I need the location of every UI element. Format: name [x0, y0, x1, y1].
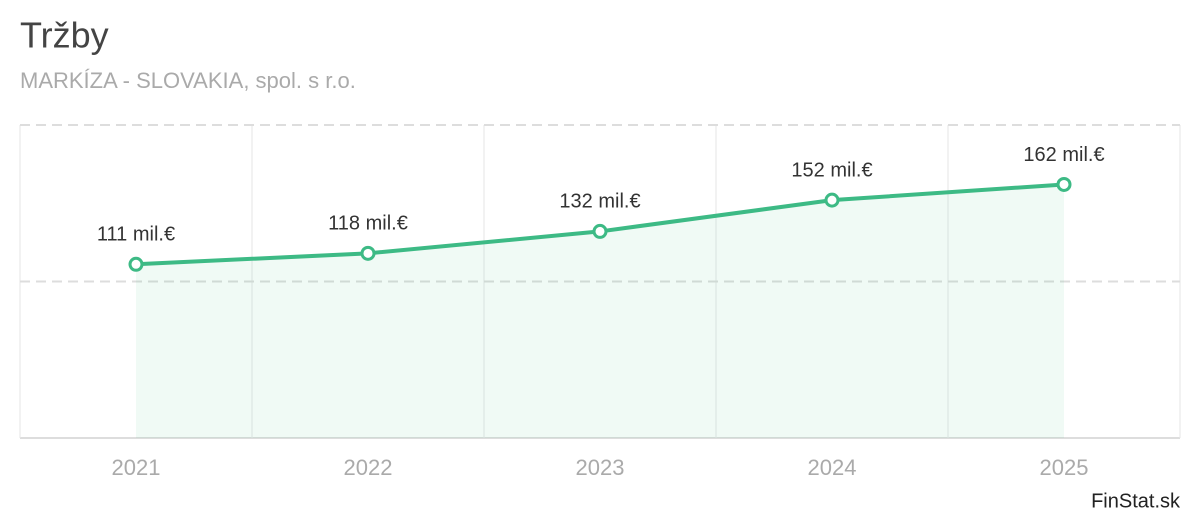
point [592, 223, 608, 239]
x-tick-label: 2024 [808, 455, 857, 480]
chart-subtitle: MARKÍZA - SLOVAKIA, spol. s r.o. [20, 68, 356, 93]
x-tick-label: 2022 [344, 455, 393, 480]
value-label: 152 mil.€ [791, 159, 872, 181]
point [360, 245, 376, 261]
chart-title: Tržby [20, 15, 109, 56]
x-tick-label: 2025 [1040, 455, 1089, 480]
value-label: 132 mil.€ [559, 191, 640, 213]
x-tick-label: 2023 [576, 455, 625, 480]
value-label: 162 mil.€ [1023, 144, 1104, 166]
point [824, 192, 840, 208]
point [1056, 176, 1072, 192]
area [136, 184, 1064, 438]
point [128, 256, 144, 272]
x-tick-label: 2021 [112, 455, 161, 480]
value-label: 118 mil.€ [328, 213, 408, 235]
value-label: 111 mil.€ [97, 224, 175, 246]
brand: FinStat.sk [1091, 490, 1181, 512]
